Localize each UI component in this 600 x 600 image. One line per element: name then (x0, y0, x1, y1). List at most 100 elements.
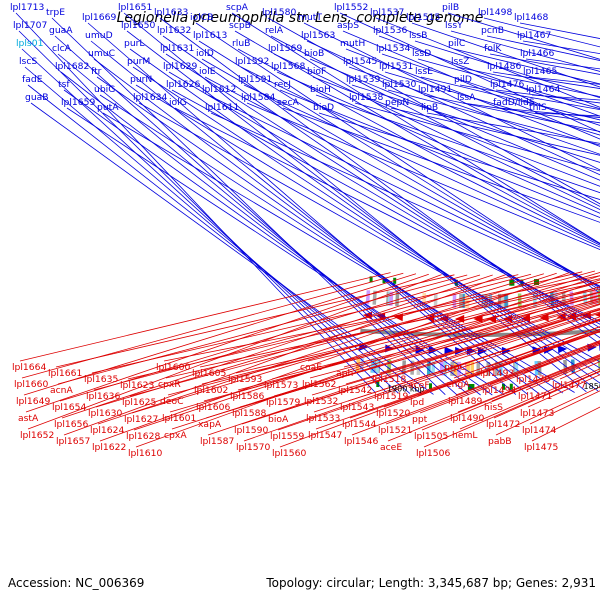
reverse-gene-label: aceF (408, 380, 430, 391)
reverse-leader-line (311, 309, 600, 396)
forward-leader-line (195, 22, 600, 294)
reverse-gene-label: lpl1627 (124, 414, 158, 425)
reverse-leader-line (387, 355, 600, 442)
forward-gene-label: guaB (25, 92, 49, 103)
reverse-gene-label: lpl1560 (272, 448, 306, 459)
reverse-gene-label: lpl1547 (308, 430, 342, 441)
forward-gene-label: secA (277, 97, 299, 108)
forward-gene-label: putA (97, 102, 119, 113)
forward-leader-line (207, 94, 600, 287)
reverse-leader-line (417, 331, 600, 397)
forward-leader-line (345, 48, 600, 147)
reverse-gene-label: coaE (300, 362, 322, 373)
forward-leader-line (204, 76, 600, 288)
reverse-leader-line (23, 273, 417, 396)
forward-gene-label: pilD (454, 74, 472, 85)
forward-leader-line (96, 76, 552, 394)
reverse-gene-label: lpl1636 (86, 391, 120, 402)
forward-leader-line (354, 102, 600, 172)
rna-marker (429, 383, 432, 390)
forward-leader-line (462, 102, 600, 124)
forward-leader-lines (15, 12, 600, 396)
reverse-gene-label: lpd (410, 397, 424, 408)
reverse-gene-label: lpl1586 (230, 391, 264, 402)
reverse-gene-label: lpl1518 (372, 374, 406, 385)
forward-gene-label: purL (124, 38, 145, 49)
forward-gene-label: folK (484, 43, 502, 54)
forward-leader-line (270, 35, 600, 207)
forward-gene-label: lpl1568 (271, 61, 305, 72)
reverse-leader-line (19, 272, 391, 362)
forward-gene-label: lpl1531 (379, 61, 413, 72)
reverse-leader-line (99, 272, 570, 442)
forward-leader-line (387, 89, 600, 146)
reverse-gene-label: lpl1656 (54, 419, 88, 430)
reverse-leader-line (239, 301, 600, 408)
reverse-leader-line (131, 271, 600, 414)
forward-gene-label: lssZ (451, 56, 469, 67)
reverse-gene-label: lpl1664 (12, 362, 46, 373)
forward-gene-label: lpl1626 (166, 79, 200, 90)
reverse-leader-line (91, 274, 519, 374)
forward-leader-line (273, 53, 600, 211)
forward-gene-label: bioD (313, 102, 334, 113)
reverse-gene-label: prpC (444, 362, 466, 373)
forward-gene-label: lpl1591 (238, 74, 272, 85)
forward-leader-line (57, 53, 470, 396)
forward-leader-line (420, 76, 600, 121)
reverse-gene-arrow (539, 313, 549, 322)
forward-leader-line (93, 58, 540, 395)
reverse-leader-line (163, 275, 600, 362)
reverse-leader-line (451, 312, 600, 362)
forward-leader-line (102, 112, 575, 393)
forward-gene-label: lpl1534 (376, 43, 410, 54)
reverse-leader-line (241, 308, 600, 425)
reverse-leader-line (345, 308, 600, 385)
reverse-gene-label: lpl1649 (16, 396, 50, 407)
forward-gene-label: fadE (22, 74, 43, 85)
forward-gene-label: lpl1539 (346, 74, 380, 85)
forward-gene-label: lpl1659 (61, 97, 95, 108)
forward-gene-label: pilC (448, 38, 465, 49)
forward-gene-label: lscS (19, 56, 37, 67)
reverse-leader-line (133, 275, 600, 431)
forward-leader-line (279, 89, 600, 219)
forward-leader-line (309, 58, 600, 181)
reverse-gene-label: lpl1471 (518, 391, 552, 402)
genome-summary-text: Topology: circular; Length: 3,345,687 bp… (265, 576, 596, 590)
reverse-gene-label: cpxA (164, 430, 187, 441)
forward-gene-label: trpE (46, 7, 65, 18)
forward-gene-label: purN (130, 74, 152, 85)
reverse-leader-line (415, 318, 600, 380)
reverse-gene-label: lpl1652 (20, 430, 54, 441)
forward-gene-label: tsf (58, 79, 70, 90)
reverse-leader-line (167, 282, 600, 396)
forward-gene-label: pcnB (481, 25, 504, 36)
forward-gene-label: lpl1592 (235, 56, 269, 67)
forward-gene-label: bioH (310, 84, 331, 95)
forward-leader-line (318, 112, 600, 200)
reverse-gene-label: hisS (484, 402, 503, 413)
forward-gene-label: lssE (415, 66, 433, 77)
forward-gene-label: iolCB (190, 12, 213, 23)
reverse-gene-label: acnA (50, 385, 74, 396)
reverse-leader-line (457, 354, 600, 413)
forward-gene-label: lpl1530 (382, 79, 416, 90)
forward-gene-label: ftr (91, 66, 102, 77)
reverse-leader-line (203, 291, 600, 402)
forward-cog-block (443, 361, 448, 376)
reverse-gene-label: lpl1625 (122, 397, 156, 408)
forward-gene-label: thiS (529, 102, 547, 113)
reverse-gene-label: lpl1622 (92, 442, 126, 453)
forward-gene-label: guaA (49, 25, 73, 36)
reverse-gene-label: lpl1562 (302, 379, 336, 390)
kbp-label: 1850 kbp (584, 382, 600, 391)
reverse-gene-label: lpl1605 (192, 368, 226, 379)
reverse-gene-label: lpl1590 (234, 425, 268, 436)
reverse-leader-line (351, 341, 600, 436)
rna-marker (534, 279, 537, 286)
forward-gene-label: lpl1713 (10, 2, 44, 13)
forward-cog-block (401, 360, 407, 375)
forward-gene-label: lssY (445, 20, 463, 31)
rna-marker (509, 279, 513, 286)
